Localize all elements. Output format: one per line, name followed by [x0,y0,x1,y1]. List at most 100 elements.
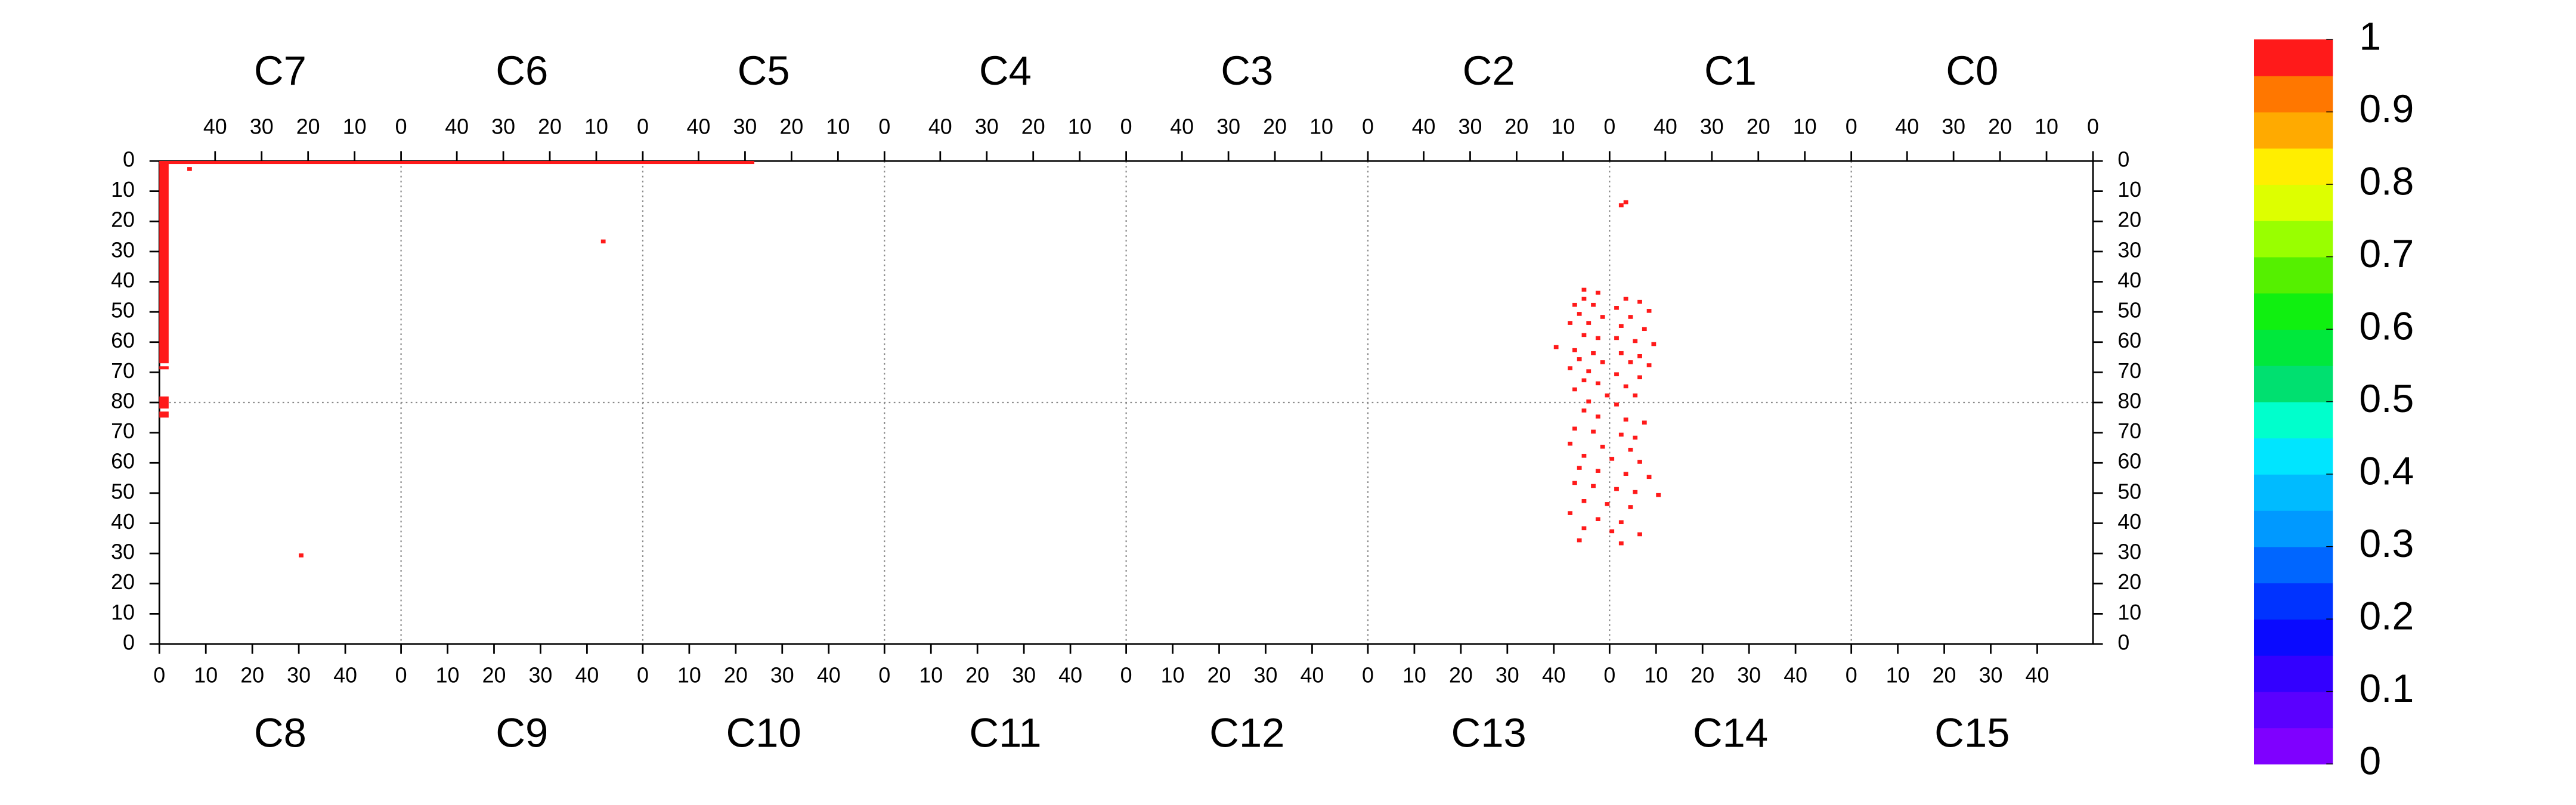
chip-label: C10 [726,710,801,756]
y-tick-label: 30 [111,540,135,564]
x-tick-label: 20 [240,664,264,688]
hit-cell [1614,336,1619,340]
hit-cell [1577,538,1582,543]
y-tick-label: 10 [2117,178,2141,202]
hit-cell [1595,336,1600,340]
hit-cell [1628,505,1633,509]
hit-cell [1633,393,1638,398]
colorbar-label: 0.7 [2359,232,2414,276]
color-band [2254,438,2333,475]
hit-cell [1595,414,1600,419]
color-band [2254,256,2333,294]
x-tick-label: 10 [1309,114,1333,138]
hit-cell [1572,348,1577,352]
x-tick-label: 20 [1449,664,1473,688]
hit-cell [1614,372,1619,376]
hit-cell [1568,321,1572,325]
hit-cell [1605,502,1610,506]
hit-cell [1623,384,1628,389]
x-tick-label: 20 [1021,114,1045,138]
hit-cell [299,553,304,558]
color-band [2254,619,2333,656]
hit-cell [1568,366,1572,370]
hit-cell [1633,435,1638,440]
x-tick-label: 10 [1886,664,1910,688]
hit-cell [1595,381,1600,386]
hit-cell [1572,481,1577,485]
hit-cell [1577,312,1582,316]
colorbar-label: 0.8 [2359,160,2414,204]
x-tick-label: 0 [1362,664,1374,688]
color-band [2254,220,2333,258]
hit-region [159,366,169,370]
hit-cell [1628,360,1633,364]
y-tick-label: 60 [2117,450,2141,473]
y-tick-label: 70 [111,359,135,383]
color-band [2254,112,2333,149]
hit-cell [1618,203,1624,208]
chip-label: C5 [738,48,790,94]
chip-label: C9 [496,710,548,756]
x-tick-label: 10 [1551,114,1575,138]
hit-cell [1595,517,1600,521]
hit-cell [1586,369,1592,373]
hit-cell [1609,529,1615,534]
hit-cell [1581,454,1587,458]
x-tick-label: 40 [203,114,227,138]
y-tick-label: 0 [123,630,135,654]
x-tick-label: 0 [395,114,407,138]
chip-label: C2 [1463,48,1515,94]
hit-cell [1609,457,1615,461]
y-tick-label: 10 [111,600,135,624]
chip-label: C14 [1693,710,1768,756]
x-tick-label: 0 [153,664,165,688]
hit-cell [1637,460,1642,464]
hit-cell [1605,393,1610,398]
x-tick-label: 10 [194,664,218,688]
x-tick-label: 0 [2087,114,2099,138]
y-tick-label: 30 [2117,238,2141,262]
chip-label: C0 [1946,48,1998,94]
hit-cell [1586,321,1592,325]
x-tick-label: 20 [1933,664,1956,688]
y-tick-label: 70 [2117,359,2141,383]
chip-label: C7 [254,48,306,94]
color-band [2254,691,2333,729]
y-tick-label: 40 [2117,268,2141,292]
color-band [2254,293,2333,330]
y-tick-label: 50 [2117,299,2141,323]
hit-cell [1572,426,1577,431]
x-tick-label: 0 [1603,114,1615,138]
x-tick-label: 10 [1161,664,1185,688]
hit-cell [1618,324,1624,328]
colorbar-label: 0.2 [2359,595,2414,639]
x-tick-label: 40 [687,114,711,138]
chip-label: C13 [1451,710,1526,756]
x-tick-label: 20 [965,664,989,688]
hit-cell [1614,487,1619,491]
x-tick-label: 40 [817,664,841,688]
x-tick-label: 20 [1263,114,1287,138]
colorbar-label: 0 [2359,739,2381,784]
hit-cell [1618,541,1624,546]
y-tick-label: 10 [2117,600,2141,624]
x-tick-label: 40 [2026,664,2049,688]
hit-cell [1581,408,1587,413]
color-band [2254,727,2333,764]
y-tick-label: 30 [2117,540,2141,564]
chip-label: C15 [1934,710,2010,756]
x-tick-label: 0 [1846,114,1857,138]
x-tick-label: 10 [343,114,367,138]
hit-cell [1553,345,1559,349]
y-tick-label: 10 [111,178,135,202]
x-tick-label: 40 [1412,114,1436,138]
hit-cell [1623,296,1628,301]
y-tick-label: 80 [2117,389,2141,413]
colorbar-label: 0.4 [2359,450,2414,494]
x-tick-label: 0 [1603,664,1615,688]
x-tick-label: 10 [584,114,608,138]
y-tick-label: 60 [2117,329,2141,352]
hit-cell [187,167,192,171]
color-band [2254,365,2333,402]
